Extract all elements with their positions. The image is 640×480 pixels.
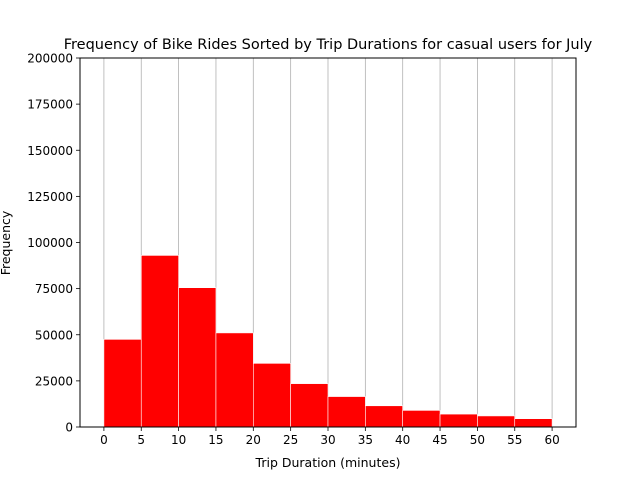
bar-0-5 bbox=[103, 339, 142, 428]
x-tick-label-55: 55 bbox=[507, 433, 522, 447]
x-tick-label-50: 50 bbox=[470, 433, 485, 447]
bar-45-50 bbox=[439, 413, 478, 428]
bar-50-55 bbox=[477, 415, 516, 428]
histogram-bars bbox=[103, 255, 553, 428]
y-axis-label: Frequency bbox=[0, 210, 13, 275]
x-tick-label-25: 25 bbox=[283, 433, 298, 447]
y-tick-label-50000: 50000 bbox=[35, 328, 73, 342]
x-tick-label-45: 45 bbox=[432, 433, 447, 447]
x-axis-label: Trip Duration (minutes) bbox=[255, 455, 401, 470]
x-axis-ticks: 0 5 10 15 20 25 30 35 40 45 50 55 60 bbox=[100, 427, 560, 447]
bar-40-45 bbox=[402, 410, 441, 428]
y-tick-label-100000: 100000 bbox=[27, 236, 73, 250]
y-tick-label-175000: 175000 bbox=[27, 98, 73, 112]
y-tick-label-150000: 150000 bbox=[27, 144, 73, 158]
y-tick-label-25000: 25000 bbox=[35, 374, 73, 388]
x-tick-label-60: 60 bbox=[544, 433, 559, 447]
x-tick-label-40: 40 bbox=[395, 433, 410, 447]
bar-25-30 bbox=[290, 383, 329, 428]
x-tick-label-15: 15 bbox=[208, 433, 223, 447]
bar-10-15 bbox=[178, 287, 217, 428]
bar-20-25 bbox=[253, 363, 291, 428]
grid-lines bbox=[103, 58, 553, 427]
y-tick-label-75000: 75000 bbox=[35, 282, 73, 296]
x-tick-label-5: 5 bbox=[137, 433, 145, 447]
bar-35-40 bbox=[365, 405, 403, 428]
x-tick-label-10: 10 bbox=[171, 433, 186, 447]
bar-5-10 bbox=[140, 255, 179, 428]
bar-30-35 bbox=[327, 396, 366, 428]
y-tick-label-200000: 200000 bbox=[27, 52, 73, 66]
y-tick-label-0: 0 bbox=[65, 421, 73, 435]
bar-15-20 bbox=[215, 332, 254, 428]
y-tick-label-125000: 125000 bbox=[27, 190, 73, 204]
x-tick-label-30: 30 bbox=[320, 433, 335, 447]
x-tick-label-0: 0 bbox=[100, 433, 108, 447]
chart-title: Frequency of Bike Rides Sorted by Trip D… bbox=[64, 37, 593, 53]
y-axis-ticks: 0 25000 50000 75000 100000 125000 150000 175000… bbox=[27, 52, 80, 435]
x-tick-label-20: 20 bbox=[246, 433, 261, 447]
bar-55-60 bbox=[514, 418, 553, 428]
x-tick-label-35: 35 bbox=[358, 433, 373, 447]
